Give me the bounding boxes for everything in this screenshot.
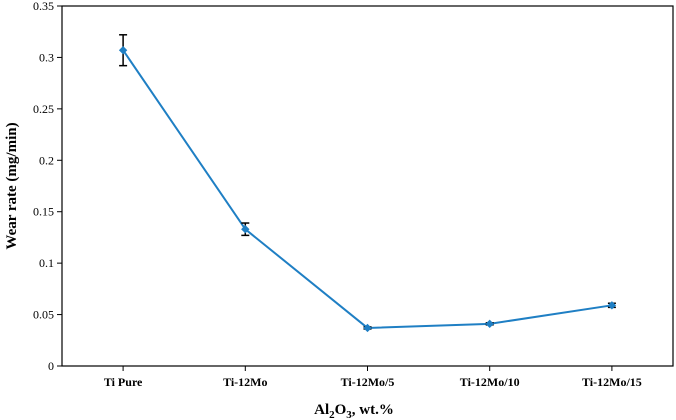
plot-frame [61,5,674,367]
series-group [118,34,617,333]
y-axis-ticks: 0 0.05 0.1 0.15 0.2 0.25 0.3 0.35 [33,0,62,373]
x-category-label: Ti-12Mo [223,375,267,389]
y-axis-title: Wear rate (mg/min) [4,122,20,249]
y-tick-label: 0.35 [33,0,54,13]
data-point-marker [485,319,494,329]
y-tick-label: 0 [48,359,54,373]
y-tick-label: 0.25 [33,102,54,116]
y-tick-label: 0.15 [33,205,54,219]
x-category-label: Ti-12Mo/15 [582,375,642,389]
data-point-marker [607,301,617,310]
x-axis-title: Al2O3, wt.% [314,402,394,420]
y-tick-label: 0.3 [39,50,54,64]
y-tick-label: 0.05 [33,308,54,322]
x-category-label: Ti-12Mo/10 [460,375,520,389]
x-axis-ticks: Ti Pure Ti-12Mo Ti-12Mo/5 Ti-12Mo/10 Ti-12Mo… [104,366,642,389]
x-category-label: Ti-12Mo/5 [341,375,395,389]
x-category-label: Ti Pure [104,375,143,389]
y-tick-label: 0.2 [39,153,54,167]
data-point-marker [118,46,128,55]
y-tick-label: 0.1 [39,256,54,270]
series-line [122,49,613,329]
data-point-marker [363,323,372,333]
data-point-marker [241,224,250,234]
